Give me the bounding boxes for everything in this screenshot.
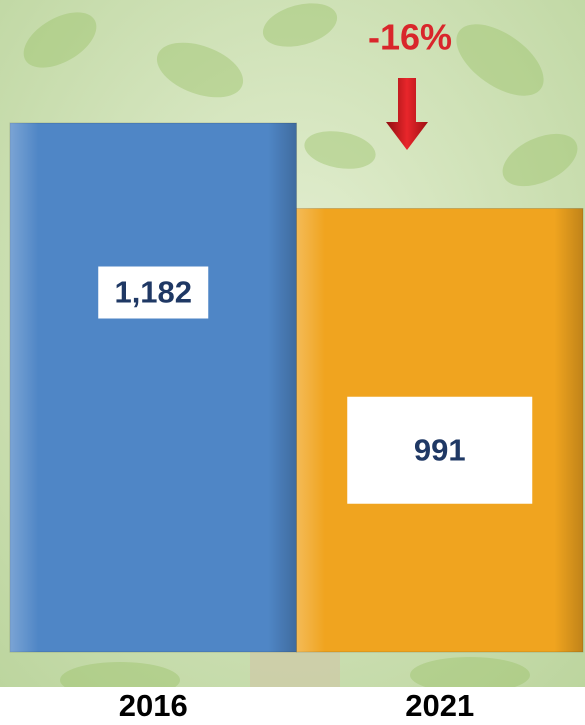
- value-label: 991: [414, 432, 466, 467]
- x-tick-label: 2016: [119, 688, 188, 723]
- label-band: [0, 687, 585, 725]
- bar: [9, 122, 297, 653]
- value-label-box: [347, 396, 533, 504]
- annotation: -16%: [368, 17, 452, 58]
- value-label: 1,182: [114, 275, 192, 310]
- value-label-box: [98, 266, 209, 319]
- trunk: [250, 652, 340, 687]
- x-tick-label: 2021: [405, 688, 474, 723]
- down-arrow: [386, 78, 428, 150]
